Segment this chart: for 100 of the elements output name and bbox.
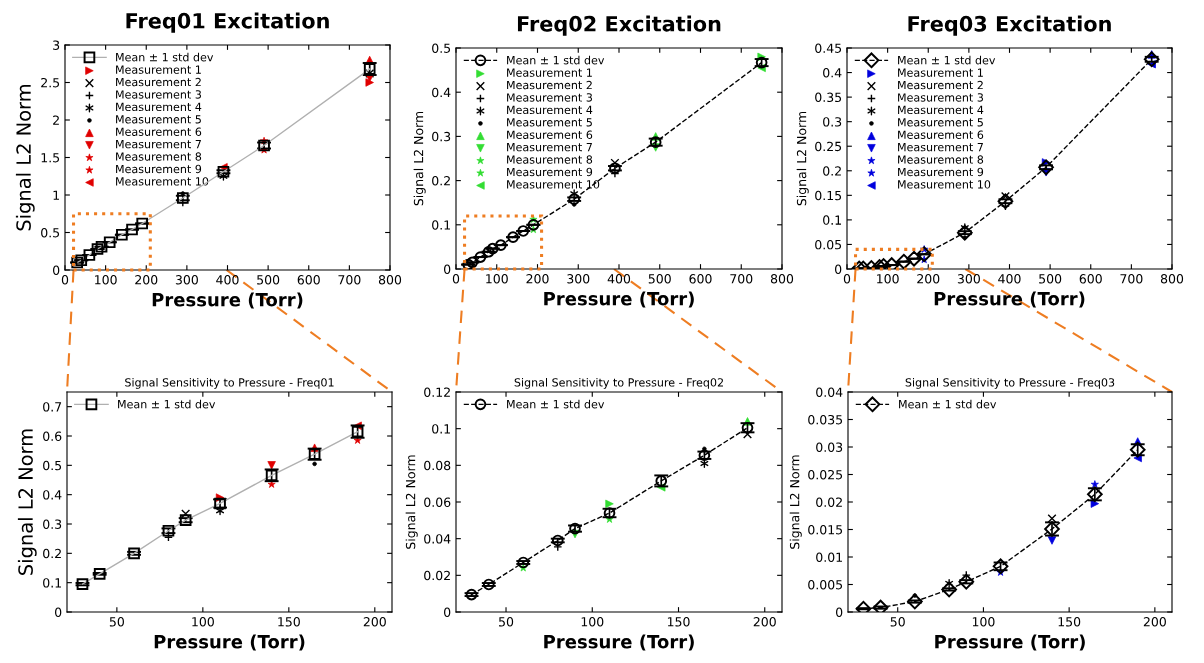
legend-label: Mean ± 1 std dev: [899, 399, 997, 409]
x-tick-label: 600: [297, 275, 320, 285]
legend-label: Mean ± 1 std dev: [116, 52, 214, 62]
x-tick-label: 200: [753, 617, 776, 627]
x-tick-label: 500: [1039, 274, 1062, 284]
chart-title: Freq01 Excitation: [126, 12, 329, 33]
x-tick-label: 100: [192, 617, 214, 627]
y-tick-label: 0.4: [432, 87, 451, 98]
x-tick-label: 100: [877, 274, 899, 284]
legend-label: Measurement 8: [116, 152, 202, 161]
x-tick-label: 100: [581, 617, 604, 627]
legend-label: Measurement 2: [507, 80, 592, 90]
legend-label: Measurement 6: [507, 130, 593, 139]
y-tick-label: 0.3: [823, 117, 842, 127]
x-tick-label: 700: [730, 274, 753, 284]
y-tick-label: 0.2: [823, 166, 841, 176]
legend-label: Measurement 6: [898, 130, 984, 139]
x-tick-label: 100: [486, 274, 508, 284]
chart-title: Signal Sensitivity to Pressure - Freq02: [514, 378, 723, 389]
y-tick-label: 0: [836, 607, 843, 617]
x-tick-label: 200: [917, 274, 940, 284]
x-tick-label: 200: [1143, 617, 1166, 627]
x-tick-label: 50: [109, 617, 124, 627]
y-tick-label: 0.1: [823, 215, 841, 225]
x-tick-label: 100: [95, 275, 117, 285]
legend-label: Measurement 6: [116, 127, 202, 136]
y-tick-label: 0.3: [43, 519, 62, 529]
legend-label: Measurement 3: [507, 93, 592, 102]
x-tick-label: 50: [499, 617, 514, 627]
legend-label: Measurement 1: [116, 65, 201, 74]
legend-label: Mean ± 1 std dev: [507, 55, 605, 65]
y-tick-label: 2.5: [41, 77, 60, 88]
y-tick-label: 3: [53, 40, 60, 50]
y-tick-label: 0.02: [816, 497, 842, 507]
chart-title: Signal Sensitivity to Pressure - Freq01: [125, 378, 334, 389]
legend-label: Measurement 8: [898, 155, 984, 164]
x-axis-title: Pressure (Torr): [544, 291, 694, 308]
y-tick-label: 0.5: [432, 43, 451, 53]
y-tick-label: 1: [53, 190, 59, 200]
y-tick-label: 0.01: [816, 552, 842, 562]
x-tick-label: 300: [957, 274, 980, 284]
y-tick-label: 0: [55, 607, 62, 617]
y-tick-label: 0.05: [815, 239, 842, 250]
y-tick-label: 0.06: [424, 497, 451, 507]
legend-label: Measurement 4: [898, 105, 984, 115]
legend-label: Measurement 3: [116, 90, 201, 99]
x-tick-label: 200: [526, 274, 549, 284]
y-tick-label: 0: [835, 264, 842, 274]
x-axis-title: Pressure (Torr): [935, 634, 1085, 651]
y-tick-label: 0: [444, 607, 451, 617]
x-tick-label: 150: [667, 617, 690, 627]
x-axis-title: Pressure (Torr): [934, 291, 1085, 308]
legend-label: Measurement 9: [116, 164, 202, 174]
y-axis-title: Signal L2 Norm: [405, 455, 418, 549]
legend-label: Measurement 1: [507, 68, 592, 77]
y-tick-label: 0.02: [424, 570, 450, 581]
x-axis-title: Pressure (Torr): [152, 292, 303, 309]
y-tick-label: 0.6: [43, 431, 62, 441]
legend-label: Measurement 7: [898, 143, 983, 152]
y-tick-label: 0.25: [815, 141, 842, 152]
y-tick-label: 0.5: [41, 227, 60, 238]
x-tick-label: 600: [1079, 274, 1102, 284]
legend-label: Measurement 2: [898, 80, 983, 90]
y-tick-label: 0.5: [43, 460, 62, 471]
x-tick-label: 600: [689, 274, 712, 284]
x-tick-label: 200: [363, 617, 386, 627]
y-tick-label: 0.1: [43, 578, 61, 588]
x-tick-label: 150: [1058, 617, 1081, 627]
y-tick-label: 0: [53, 265, 60, 275]
x-tick-label: 800: [378, 275, 402, 285]
x-tick-label: 100: [972, 617, 995, 627]
x-tick-label: 0: [452, 274, 460, 284]
y-tick-label: 0.2: [432, 176, 450, 186]
x-tick-label: 0: [61, 275, 69, 285]
chart-title: Freq02 Excitation: [517, 15, 721, 36]
x-axis-title: Pressure (Torr): [154, 634, 305, 651]
x-tick-label: 500: [257, 275, 280, 285]
legend-label: Measurement 7: [116, 140, 201, 149]
legend-label: Measurement 5: [116, 115, 201, 124]
y-tick-label: 0.2: [43, 548, 61, 559]
y-tick-label: 0.12: [424, 387, 450, 397]
y-tick-label: 2: [53, 115, 59, 125]
x-tick-label: 800: [770, 274, 794, 284]
y-tick-label: 1.5: [41, 153, 60, 163]
y-tick-label: 0.1: [432, 220, 450, 230]
legend-label: Measurement 9: [507, 167, 593, 177]
x-tick-label: 700: [1120, 274, 1143, 284]
y-axis-title: Signal L2 Norm: [789, 455, 802, 549]
legend-label: Measurement 5: [898, 118, 983, 127]
x-axis-title: Pressure (Torr): [544, 634, 694, 651]
y-tick-label: 0.35: [815, 92, 842, 103]
x-tick-label: 400: [216, 275, 239, 285]
y-axis-title: Signal L2 Norm: [413, 111, 426, 206]
legend-label: Measurement 4: [116, 102, 202, 112]
legend-label: Measurement 10: [116, 177, 209, 186]
y-tick-label: 0.03: [816, 442, 843, 452]
y-tick-label: 0.4: [43, 490, 62, 500]
legend-label: Measurement 5: [507, 118, 592, 127]
y-tick-label: 0.1: [432, 424, 450, 434]
chart-title: Signal Sensitivity to Pressure - Freq03: [905, 378, 1115, 389]
